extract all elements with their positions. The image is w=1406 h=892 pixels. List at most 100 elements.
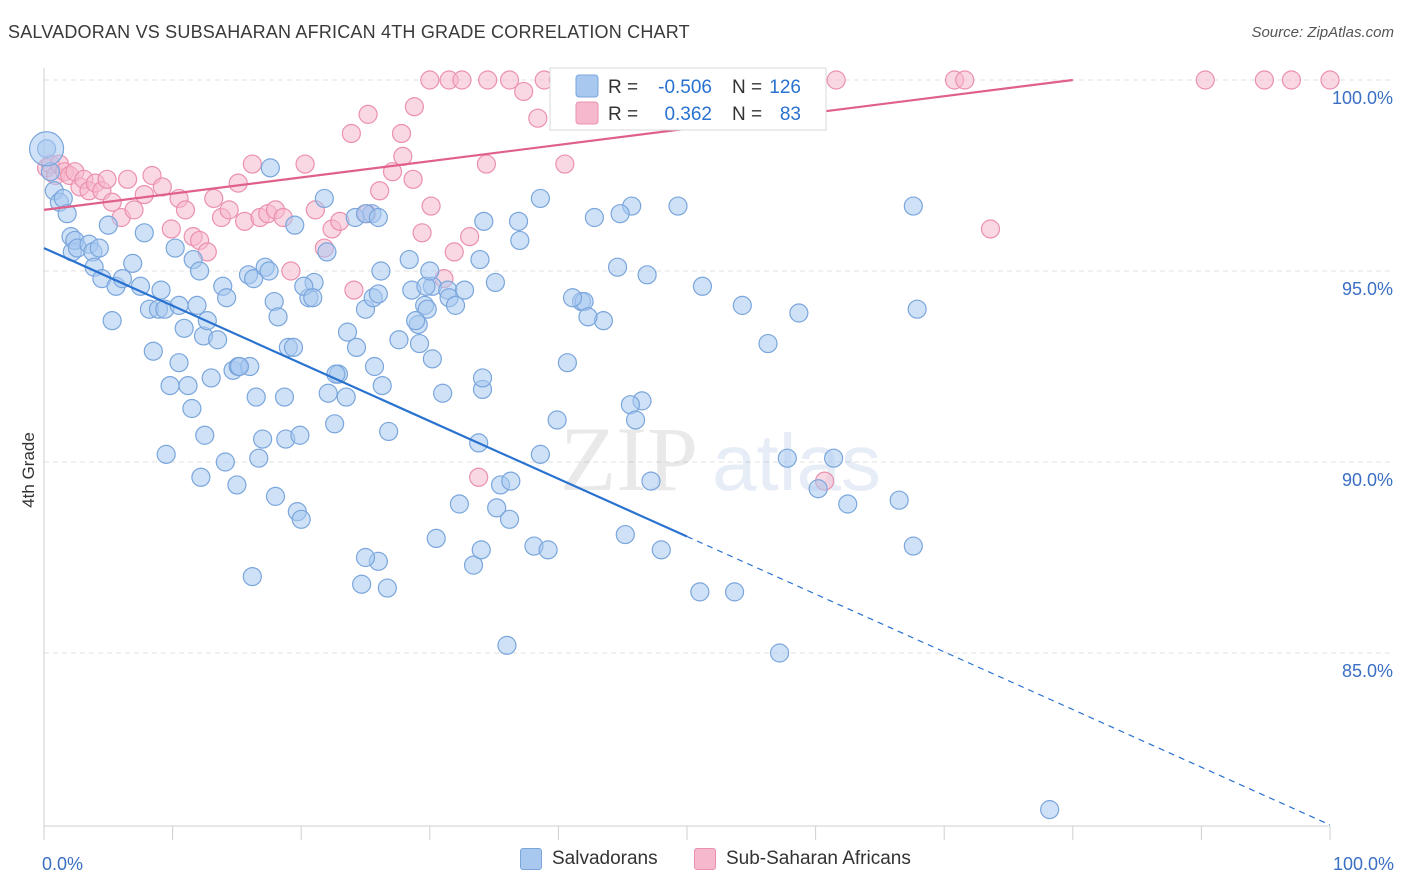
- salvadoran-point: [530, 188, 550, 209]
- sub-saharan-african-point: [460, 227, 480, 247]
- salvadoran-point: [471, 540, 491, 560]
- sub-saharan-african-point: [341, 123, 361, 144]
- sub-saharan-african-point: [295, 154, 315, 174]
- salvadoran-point: [668, 196, 688, 216]
- salvadoran-point: [160, 376, 180, 396]
- salvadoran-point: [389, 330, 409, 350]
- legend-item-sub-saharan-africans[interactable]: Sub-Saharan Africans: [694, 848, 911, 870]
- salvadoran-point: [510, 230, 530, 251]
- sub-saharan-african-point: [412, 223, 432, 243]
- salvadoran-point: [364, 356, 385, 377]
- salvadoran-point: [808, 479, 828, 499]
- sub-saharan-african-point: [826, 70, 846, 90]
- salvadoran-point: [265, 486, 286, 506]
- legend-r-value-2: 0.362: [664, 104, 712, 125]
- y-tick-labels: 100.0% 95.0% 90.0% 85.0%: [1332, 88, 1393, 681]
- y-axis-label: 4th Grade: [19, 432, 38, 508]
- salvadoran-point: [372, 376, 392, 396]
- salvadoran-point: [562, 288, 583, 308]
- sub-saharan-african-point: [955, 70, 975, 90]
- salvadoran-point: [201, 368, 221, 388]
- salvadoran-point: [472, 368, 493, 388]
- salvadoran-point: [178, 376, 198, 396]
- salvadoran-point: [303, 288, 323, 308]
- sub-saharan-african-point: [391, 123, 412, 144]
- salvadoran-point: [191, 467, 211, 487]
- salvadoran-point: [433, 383, 453, 403]
- salvadoran-point: [249, 448, 269, 468]
- salvadoran-point: [651, 540, 671, 560]
- legend-label-sub-saharan-africans: Sub-Saharan Africans: [726, 848, 911, 869]
- salvadoran-point: [336, 387, 356, 407]
- salvadoran-point: [690, 582, 710, 602]
- bottom-legend: Salvadorans Sub-Saharan Africans: [0, 848, 1406, 878]
- salvadoran-point: [156, 444, 176, 464]
- chart-title: SALVADORAN VS SUBSAHARAN AFRICAN 4TH GRA…: [8, 22, 690, 42]
- sub-saharan-african-point: [242, 154, 262, 174]
- salvadoran-point: [346, 337, 367, 357]
- legend-n-label-1: N =: [732, 77, 762, 98]
- legend-swatch-sub-saharan-africans: [694, 848, 716, 870]
- salvadoran-point: [420, 261, 440, 281]
- salvadoran-point: [903, 536, 923, 556]
- sub-saharan-african-point: [204, 188, 224, 209]
- sub-saharan-african-point: [528, 108, 548, 128]
- sub-saharan-african-trend-line: [43, 78, 1073, 211]
- legend-swatch-blue: [575, 74, 599, 98]
- salvadoran-point: [501, 471, 521, 491]
- salvadoran-point: [253, 429, 273, 449]
- salvadoran-point: [903, 196, 923, 216]
- sub-saharan-african-point: [476, 154, 496, 174]
- sub-saharan-african-point: [478, 70, 498, 90]
- salvadoran-trend-line: [43, 247, 688, 538]
- salvadoran-point: [578, 307, 598, 327]
- salvadoran-point: [449, 494, 469, 514]
- salvadoran-point: [530, 444, 550, 464]
- y-tick-label: 100.0%: [1332, 88, 1393, 108]
- sub-saharan-african-point: [370, 181, 390, 201]
- salvadoran-point: [326, 364, 346, 384]
- sub-saharan-african-point: [124, 200, 144, 220]
- y-tick-label: 90.0%: [1342, 470, 1393, 490]
- x-tick-label-right: 100.0%: [1333, 854, 1394, 874]
- sub-saharan-african-point: [452, 70, 472, 90]
- salvadoran-point: [208, 330, 228, 350]
- salvadoran-point: [399, 249, 419, 270]
- salvadoran-point: [769, 643, 790, 663]
- salvadoran-point: [426, 528, 446, 549]
- sub-saharan-african-point: [1254, 70, 1275, 90]
- legend-item-salvadorans[interactable]: Salvadorans: [520, 848, 658, 870]
- salvadoran-point: [151, 280, 171, 300]
- salvadoran-point: [325, 414, 345, 434]
- salvadoran-point: [259, 261, 279, 281]
- salvadoran-point: [889, 490, 909, 510]
- salvadoran-point: [409, 333, 430, 354]
- legend-swatch-salvadorans: [520, 848, 542, 870]
- salvadoran-point: [57, 204, 77, 224]
- salvadoran-point: [474, 211, 494, 231]
- salvadoran-point: [28, 131, 65, 167]
- salvadoran-point: [195, 425, 215, 445]
- salvadoran-point: [758, 333, 778, 354]
- salvadoran-point: [123, 253, 143, 273]
- salvadoran-point: [907, 299, 927, 319]
- salvadoran-point: [499, 509, 520, 529]
- sub-saharan-african-point: [444, 242, 464, 262]
- salvadoran-point: [215, 452, 235, 472]
- salvadoran-point: [607, 257, 628, 277]
- salvadoran-point: [134, 223, 154, 243]
- salvadoran-point: [190, 261, 210, 281]
- salvadoran-point: [724, 582, 745, 602]
- salvadoran-point: [187, 295, 207, 315]
- sub-saharan-african-point: [161, 219, 181, 239]
- sub-saharan-african-point: [555, 154, 575, 174]
- salvadoran-point: [217, 288, 237, 308]
- salvadoran-point: [641, 471, 661, 491]
- legend-r-label-2: R =: [608, 104, 638, 125]
- salvadoran-point: [547, 410, 567, 430]
- salvadoran-point: [102, 311, 122, 331]
- legend-label-salvadorans: Salvadorans: [552, 848, 658, 869]
- salvadoran-point: [732, 295, 752, 315]
- sub-saharan-african-point: [228, 173, 248, 193]
